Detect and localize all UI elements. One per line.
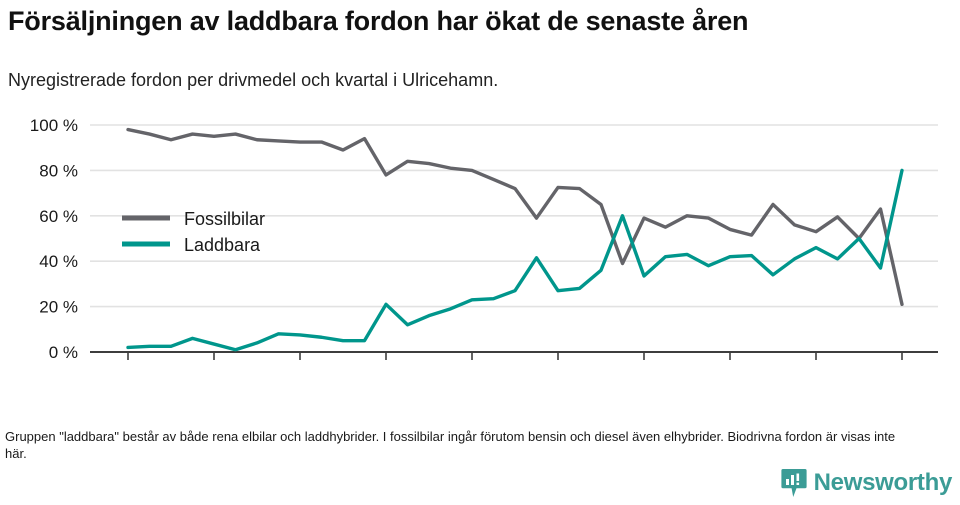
page-title: Försäljningen av laddbara fordon har öka… bbox=[8, 6, 749, 36]
series-line-fossilbilar bbox=[126, 127, 904, 307]
page-subtitle: Nyregistrerade fordon per drivmedel och … bbox=[8, 70, 499, 90]
y-axis-tick-label: 0 % bbox=[49, 343, 78, 360]
y-axis-tick-label: 20 % bbox=[39, 298, 78, 317]
y-axis-tick-label: 40 % bbox=[39, 252, 78, 271]
bar-chart-pin-icon bbox=[781, 469, 807, 497]
legend-label-laddbara: Laddbara bbox=[184, 235, 261, 255]
series-line-laddbara bbox=[126, 168, 904, 352]
chart-footnote: Gruppen "laddbara" består av både rena e… bbox=[5, 429, 896, 461]
newsworthy-logo: Newsworthy bbox=[781, 468, 952, 498]
legend-label-fossilbilar: Fossilbilar bbox=[184, 209, 265, 229]
logo-wordmark: Newsworthy bbox=[813, 469, 953, 496]
y-axis-tick-label: 100 % bbox=[30, 116, 78, 135]
line-chart-svg: 0 %20 %40 %60 %80 %100 %2017201820192020… bbox=[30, 116, 938, 360]
chart-plot-area: 0 %20 %40 %60 %80 %100 %2017201820192020… bbox=[0, 110, 960, 360]
y-axis-tick-label: 80 % bbox=[39, 161, 78, 180]
y-axis-tick-label: 60 % bbox=[39, 207, 78, 226]
